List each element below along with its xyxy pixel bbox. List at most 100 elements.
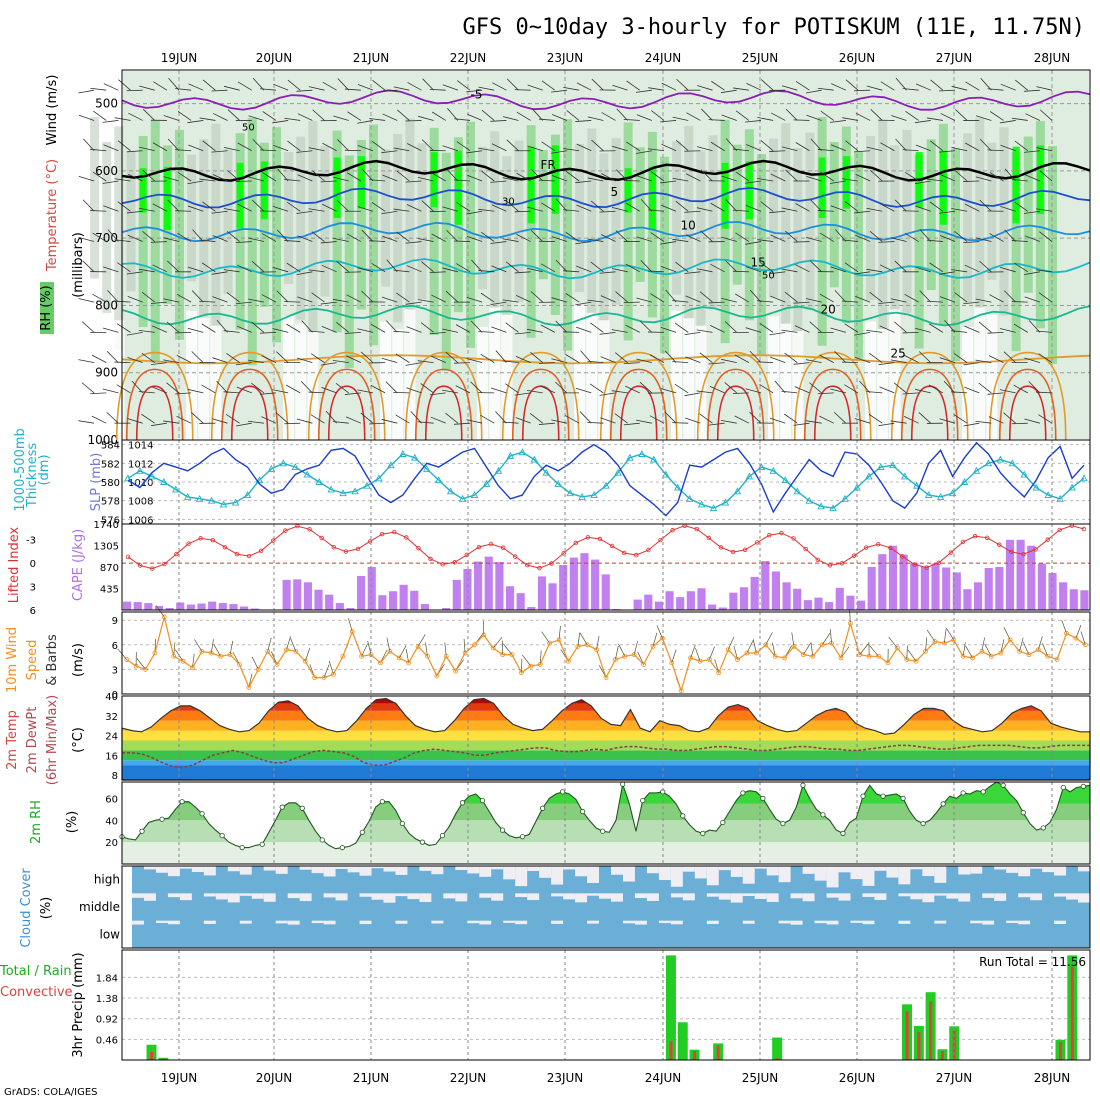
wind-barb <box>795 264 810 273</box>
wind-barb <box>114 117 131 121</box>
label-wind10-c: & Barbs <box>45 634 60 686</box>
warm-contour <box>317 368 376 441</box>
wind-barb <box>648 209 665 212</box>
wind-barb <box>928 384 944 394</box>
wind-barb <box>596 635 600 650</box>
rh-streak <box>478 146 488 290</box>
wind-barb <box>127 234 143 242</box>
wind-barb <box>446 229 459 242</box>
wind-barb <box>78 89 95 94</box>
wind-barb <box>902 88 919 91</box>
dry-column <box>113 320 125 439</box>
wind-barb <box>456 263 471 273</box>
wind-barb <box>829 629 832 644</box>
cloud-gap <box>1078 893 1090 903</box>
cloud-gap <box>766 866 779 876</box>
wind-barb <box>456 80 471 91</box>
cape-bar <box>665 591 674 610</box>
wind-barb <box>311 170 325 182</box>
cloud-gap <box>275 866 288 874</box>
wind-barb <box>820 171 834 182</box>
wind-barb <box>515 356 531 364</box>
wind-barb <box>732 392 749 394</box>
panel-frame-wind <box>121 611 1091 695</box>
cape-bar <box>474 561 483 610</box>
cape-bar <box>984 567 993 610</box>
rh-marker <box>499 827 506 833</box>
wind-barb <box>616 169 628 182</box>
wind-marker <box>180 658 186 664</box>
cloud-gap <box>563 866 576 870</box>
wind-barb <box>551 297 568 303</box>
wind-tick: 6 <box>112 641 118 652</box>
wind-barb <box>445 351 459 363</box>
wind-barb <box>126 331 143 336</box>
wind-barb <box>746 640 754 654</box>
precip-conv-bar <box>940 1051 944 1060</box>
wind-barb <box>276 229 289 242</box>
wind-barb <box>878 422 895 427</box>
wind-barb <box>636 175 653 182</box>
cloud-gap <box>551 893 564 897</box>
li-marker <box>283 528 288 533</box>
rh-core <box>333 157 341 218</box>
wind-barb <box>1023 89 1040 92</box>
wind-barb <box>127 357 143 364</box>
wind-barb <box>201 384 216 394</box>
wind-barb <box>866 207 883 212</box>
thickness-marker <box>243 491 252 499</box>
pressure-tick: 500 <box>95 97 118 111</box>
wind-barb <box>361 643 368 657</box>
wind-barb <box>757 239 774 242</box>
wind-barb <box>640 199 653 212</box>
rh-streak <box>223 148 233 295</box>
wind-barb <box>953 353 968 363</box>
wind-marker <box>143 667 148 672</box>
wind-barb <box>805 89 822 94</box>
thickness-tick: 576 <box>101 515 120 526</box>
wind-barb <box>320 241 337 244</box>
cloud-gap <box>395 893 408 897</box>
li-marker <box>815 557 820 562</box>
wind-barb <box>902 210 919 212</box>
rh-streak <box>951 148 960 362</box>
wind-barb <box>1013 323 1028 333</box>
li-marker <box>851 553 857 558</box>
wind-barb <box>919 229 932 242</box>
wind-barb <box>612 84 628 91</box>
isotherm-FR <box>121 159 1091 182</box>
wind-barb <box>287 79 301 91</box>
wind-barb <box>346 172 362 182</box>
cloud-gap <box>395 920 408 924</box>
cloud-gap <box>1066 893 1079 900</box>
wind-barb <box>720 420 737 424</box>
wind-barb <box>590 200 604 212</box>
rh-marker <box>339 844 345 851</box>
warm-contour <box>511 368 570 441</box>
warm-contour <box>404 351 483 441</box>
wind-marker <box>349 629 355 635</box>
rh-streak <box>114 126 124 350</box>
wind-barb <box>979 138 992 152</box>
wind-barb <box>538 422 555 425</box>
wind-barb <box>235 301 252 305</box>
wind-barb <box>859 643 869 655</box>
wind-barb <box>152 325 168 333</box>
wind-marker <box>603 675 609 680</box>
warm-contour <box>210 351 289 441</box>
wind-barb <box>216 380 228 394</box>
cloud-gap <box>251 893 264 899</box>
precip-total-bar <box>677 1022 688 1060</box>
wind-barb <box>421 261 434 273</box>
panel-border-rh <box>121 781 1091 865</box>
cloud-gap <box>622 866 635 882</box>
rh-streak <box>878 120 888 336</box>
wind-barb <box>357 145 374 152</box>
dry-column <box>501 314 513 439</box>
wind-barb <box>699 413 713 424</box>
wind-barb <box>880 81 895 91</box>
li-marker <box>1033 547 1038 552</box>
wind-barb <box>556 198 568 212</box>
wind-barb <box>187 180 204 185</box>
warm-contour <box>307 351 386 441</box>
